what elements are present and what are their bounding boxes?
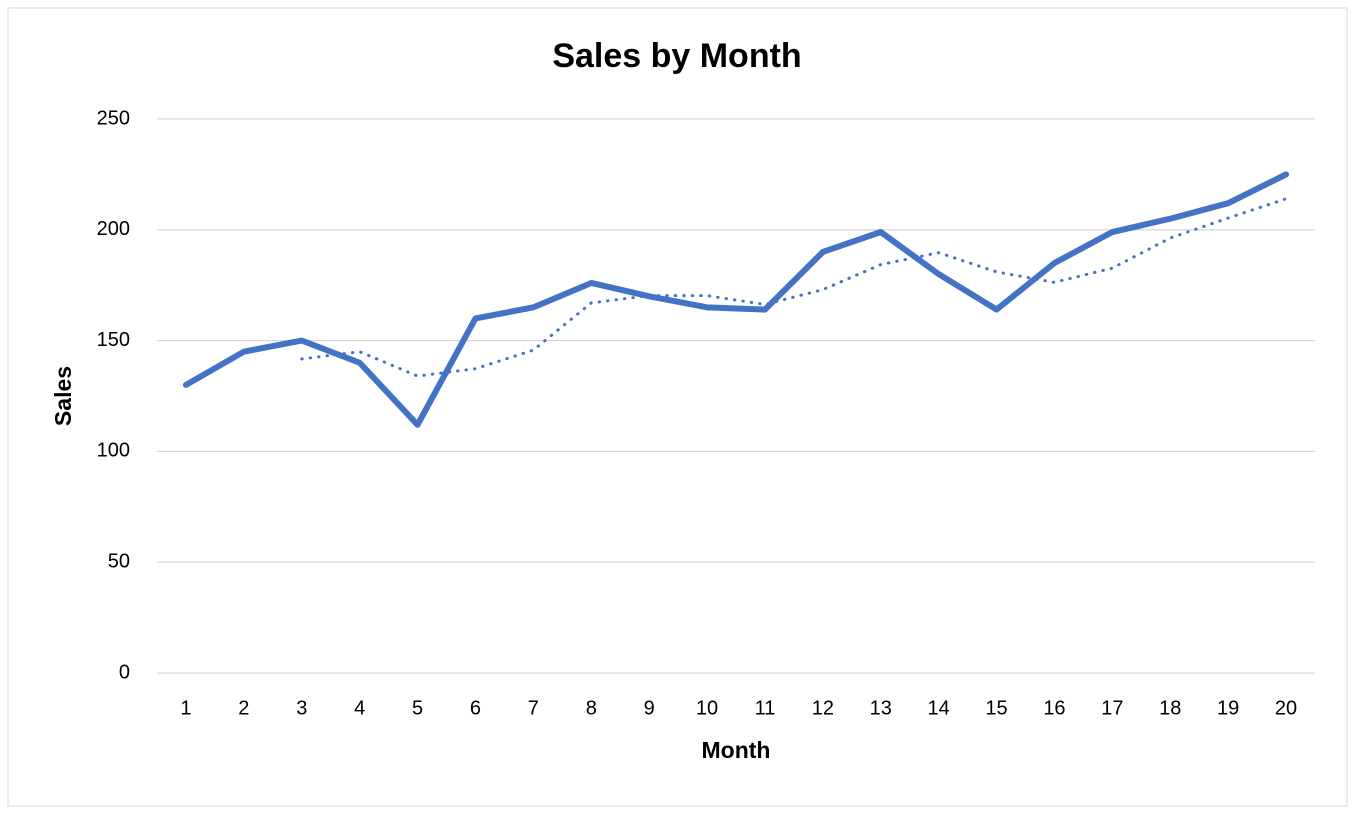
x-tick-label: 16: [1043, 697, 1065, 719]
trend-line: [300, 197, 1288, 378]
x-tick-label: 15: [985, 697, 1007, 719]
x-tick-label: 7: [528, 697, 539, 719]
chart-area: [7, 7, 1348, 807]
x-tick-label: 17: [1101, 697, 1123, 719]
x-tick-label: 12: [812, 697, 834, 719]
x-tick-label: 2: [238, 697, 249, 719]
x-tick-label: 14: [928, 697, 950, 719]
y-axis-label: Sales: [50, 366, 76, 426]
y-tick-label: 150: [97, 329, 130, 351]
x-tick-label: 19: [1217, 697, 1239, 719]
x-tick-label: 6: [470, 697, 481, 719]
chart-title: Sales by Month: [552, 37, 801, 75]
y-tick-label: 0: [119, 661, 130, 683]
y-tick-label: 200: [97, 218, 130, 240]
x-tick-label: 18: [1159, 697, 1181, 719]
y-tick-label: 50: [108, 550, 130, 572]
x-tick-label: 5: [412, 697, 423, 719]
x-tick-label: 20: [1275, 697, 1297, 719]
x-tick-label: 10: [696, 697, 718, 719]
y-tick-label: 250: [97, 107, 130, 129]
x-tick-label: 8: [586, 697, 597, 719]
x-tick-label: 13: [870, 697, 892, 719]
x-axis-label: Month: [702, 737, 771, 763]
x-tick-label: 11: [755, 697, 776, 719]
x-tick-label: 9: [644, 697, 655, 719]
x-tick-label: 4: [354, 697, 365, 719]
y-tick-label: 100: [97, 440, 130, 462]
x-tick-label: 3: [296, 697, 307, 719]
x-tick-label: 1: [180, 697, 191, 719]
series-line: [182, 171, 1290, 428]
